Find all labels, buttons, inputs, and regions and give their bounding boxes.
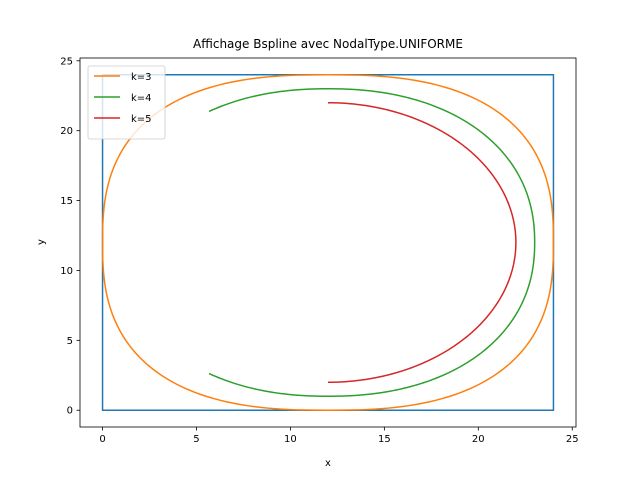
x-axis-label: x (325, 458, 331, 469)
series-line-k5 (327, 101, 517, 384)
x-tick-label: 25 (566, 434, 579, 445)
x-tick-label: 20 (472, 434, 485, 445)
x-tick-label: 5 (193, 434, 199, 445)
y-tick-label: 0 (67, 406, 73, 417)
x-axis: 0 5 10 15 20 25 (99, 427, 579, 445)
series-line-k3 (101, 74, 555, 411)
legend-label: k=3 (131, 72, 152, 83)
legend-label: k=5 (131, 114, 152, 125)
y-axis-label: y (36, 239, 47, 245)
y-tick-label: 5 (67, 336, 73, 347)
x-tick-label: 15 (378, 434, 391, 445)
legend-label: k=4 (131, 93, 152, 104)
y-tick-label: 15 (60, 196, 73, 207)
x-tick-label: 0 (99, 434, 105, 445)
legend-box (87, 65, 166, 140)
y-axis: 0 5 10 15 20 25 (60, 56, 80, 417)
chart-title: Affichage Bspline avec NodalType.UNIFORM… (193, 37, 463, 51)
y-tick-label: 10 (60, 266, 73, 277)
axes-frame (79, 57, 577, 428)
y-tick-label: 20 (60, 126, 73, 137)
legend: k=3 k=4 k=5 (87, 65, 166, 140)
x-tick-label: 10 (284, 434, 297, 445)
series-line-k4 (208, 88, 536, 397)
y-tick-label: 25 (60, 56, 73, 67)
